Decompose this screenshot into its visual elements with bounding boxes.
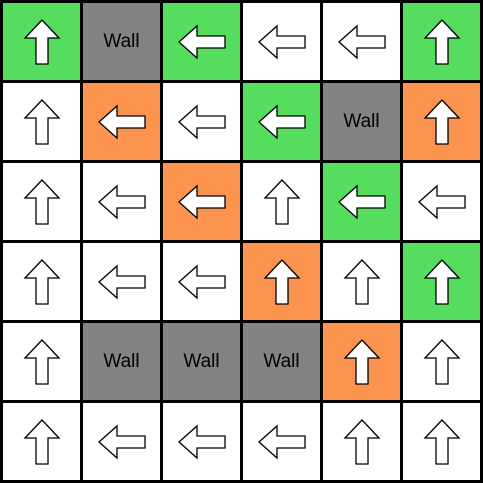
arrow-up-icon xyxy=(22,98,61,145)
arrow-left-icon xyxy=(177,184,226,219)
arrow-up-icon xyxy=(22,338,61,385)
grid-cell xyxy=(323,323,400,400)
grid-cell xyxy=(403,243,480,320)
wall-cell: Wall xyxy=(163,323,240,400)
wall-cell: Wall xyxy=(243,323,320,400)
arrow-up-icon xyxy=(22,18,61,65)
arrow-up-icon xyxy=(262,178,301,225)
wall-cell: Wall xyxy=(323,83,400,160)
arrow-left-icon xyxy=(337,184,386,219)
grid-cell xyxy=(403,323,480,400)
grid-cell xyxy=(403,83,480,160)
grid-cell xyxy=(163,83,240,160)
grid-cell xyxy=(243,163,320,240)
arrow-up-icon xyxy=(422,338,461,385)
arrow-up-icon xyxy=(342,258,381,305)
arrow-left-icon xyxy=(177,264,226,299)
grid-cell xyxy=(3,243,80,320)
grid-cell xyxy=(403,3,480,80)
grid-cell xyxy=(163,403,240,480)
arrow-left-icon xyxy=(177,24,226,59)
arrow-left-icon xyxy=(97,184,146,219)
arrow-left-icon xyxy=(337,24,386,59)
wall-label: Wall xyxy=(263,350,300,372)
grid-cell xyxy=(323,243,400,320)
arrow-up-icon xyxy=(422,418,461,465)
arrow-up-icon xyxy=(342,418,381,465)
grid-cell xyxy=(243,3,320,80)
grid-cell xyxy=(323,403,400,480)
grid-cell xyxy=(163,243,240,320)
arrow-up-icon xyxy=(22,258,61,305)
wall-label: Wall xyxy=(103,350,140,372)
arrow-left-icon xyxy=(97,424,146,459)
grid-cell xyxy=(83,243,160,320)
wall-cell: Wall xyxy=(83,3,160,80)
grid-cell xyxy=(3,163,80,240)
grid-cell xyxy=(3,83,80,160)
arrow-left-icon xyxy=(257,424,306,459)
grid-cell xyxy=(83,83,160,160)
grid-cell xyxy=(83,403,160,480)
arrow-up-icon xyxy=(22,178,61,225)
grid-cell xyxy=(83,163,160,240)
arrow-left-icon xyxy=(257,104,306,139)
grid-cell xyxy=(163,3,240,80)
wall-label: Wall xyxy=(343,110,380,132)
grid-cell xyxy=(243,243,320,320)
arrow-up-icon xyxy=(22,418,61,465)
arrow-left-icon xyxy=(177,104,226,139)
grid-cell xyxy=(163,163,240,240)
arrow-up-icon xyxy=(422,98,461,145)
arrow-left-icon xyxy=(177,424,226,459)
grid-cell xyxy=(403,163,480,240)
grid-cell xyxy=(3,323,80,400)
grid-cell xyxy=(323,163,400,240)
wall-cell: Wall xyxy=(83,323,160,400)
grid-cell xyxy=(323,3,400,80)
grid-cell xyxy=(243,403,320,480)
arrow-left-icon xyxy=(97,104,146,139)
arrow-left-icon xyxy=(97,264,146,299)
grid-cell xyxy=(403,403,480,480)
arrow-up-icon xyxy=(422,258,461,305)
arrow-up-icon xyxy=(342,338,381,385)
arrow-left-icon xyxy=(257,24,306,59)
arrow-left-icon xyxy=(417,184,466,219)
arrow-up-icon xyxy=(422,18,461,65)
grid-cell xyxy=(3,403,80,480)
wall-label: Wall xyxy=(183,350,220,372)
wall-label: Wall xyxy=(103,30,140,52)
arrow-up-icon xyxy=(262,258,301,305)
grid-cell xyxy=(243,83,320,160)
grid-cell xyxy=(3,3,80,80)
